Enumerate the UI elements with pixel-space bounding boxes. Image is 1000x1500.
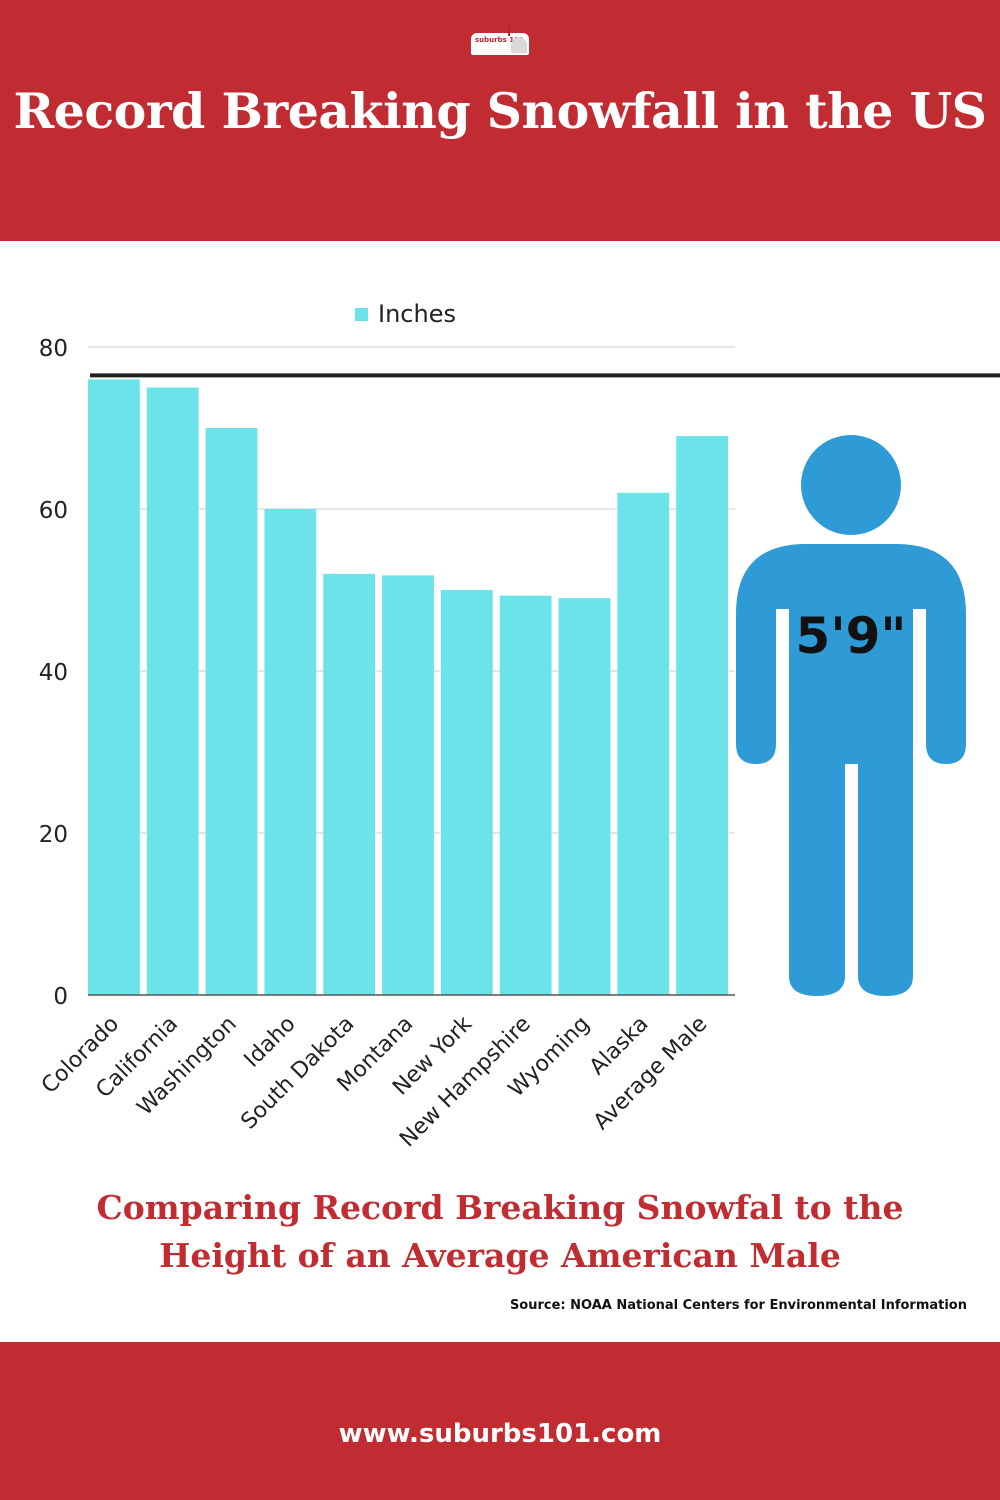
bar-idaho bbox=[264, 509, 317, 995]
logo-text: suburbs 101 bbox=[475, 36, 524, 44]
y-tick-label: 0 bbox=[53, 984, 68, 1010]
mailbox-icon bbox=[511, 37, 527, 53]
legend-swatch bbox=[355, 308, 368, 321]
bar-wyoming bbox=[558, 598, 611, 995]
footer-url-link[interactable]: www.suburbs101.com bbox=[338, 1419, 662, 1449]
source-note: Source: NOAA National Centers for Enviro… bbox=[509, 1298, 967, 1313]
figure-body bbox=[736, 544, 966, 996]
footer-band bbox=[0, 1342, 1000, 1500]
mailbox-flag-icon bbox=[508, 24, 510, 36]
suburbs101-logo[interactable]: suburbs 101 bbox=[471, 24, 529, 55]
y-tick-label: 40 bbox=[39, 660, 68, 686]
y-tick-label: 20 bbox=[39, 822, 68, 848]
figure-head bbox=[801, 435, 901, 535]
bar-new-york bbox=[440, 590, 493, 995]
y-tick-label: 80 bbox=[39, 336, 68, 362]
legend: Inches bbox=[355, 300, 456, 328]
legend-label: Inches bbox=[378, 300, 456, 328]
bar-new-hampshire bbox=[499, 595, 552, 995]
bar-south-dakota bbox=[323, 573, 376, 995]
bar-california bbox=[146, 387, 199, 995]
bars bbox=[88, 379, 728, 996]
bar-average-male bbox=[676, 436, 728, 996]
bar-alaska bbox=[617, 492, 670, 995]
page-title: Record Breaking Snowfall in the US bbox=[13, 82, 987, 140]
chart-subtitle: Comparing Record Breaking Snowfal to the… bbox=[96, 1188, 904, 1275]
figure-height-label: 5'9" bbox=[796, 607, 907, 665]
bar-montana bbox=[382, 575, 434, 995]
y-tick-label: 60 bbox=[39, 498, 68, 524]
average-male-figure: 5'9" bbox=[736, 435, 966, 996]
bar-colorado bbox=[88, 379, 140, 995]
snowfall-bar-chart: 020406080ColoradoCaliforniaWashingtonIda… bbox=[37, 300, 1000, 1152]
bar-washington bbox=[205, 428, 258, 995]
